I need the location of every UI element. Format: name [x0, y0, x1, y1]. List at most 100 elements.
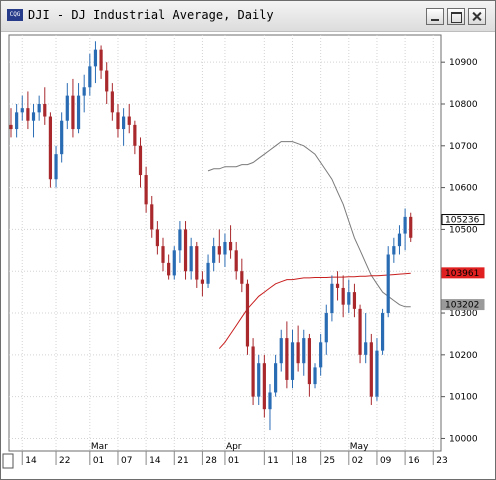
- price-tag: [441, 214, 485, 226]
- candle-body: [296, 342, 300, 364]
- candle-body: [364, 342, 368, 355]
- candle-body: [31, 112, 36, 121]
- candle-body: [257, 363, 261, 397]
- y-tick-label: 10100: [449, 393, 478, 403]
- candle-body: [105, 70, 109, 92]
- candle-body: [409, 216, 413, 238]
- candle-body: [76, 95, 81, 130]
- candle-body: [189, 246, 193, 272]
- x-tick-label: 07: [121, 456, 132, 466]
- candle-body: [206, 262, 210, 284]
- price-tag: [441, 299, 485, 311]
- candle-body: [397, 233, 402, 247]
- x-tick-label: 14: [25, 456, 37, 466]
- candle-body: [138, 145, 143, 176]
- price-tag: [441, 267, 485, 279]
- price-tag-label: 105236: [445, 216, 480, 226]
- x-tick-label: 16: [408, 456, 420, 466]
- candle-body: [335, 283, 340, 288]
- candle-body: [150, 204, 154, 230]
- candle-body: [15, 112, 19, 130]
- candle-body: [313, 367, 317, 385]
- candle-body: [279, 338, 283, 364]
- candlestick-chart[interactable]: 1090010800107001060010500104001030010200…: [1, 32, 495, 479]
- x-tick-label: 21: [177, 456, 188, 466]
- candle-body: [234, 250, 238, 272]
- x-tick-label: 14: [149, 456, 161, 466]
- y-tick-label: 10200: [449, 351, 478, 361]
- y-tick-label: 10700: [449, 142, 478, 152]
- candle-body: [71, 95, 75, 130]
- candle-body: [285, 338, 289, 380]
- candle-body: [99, 49, 103, 71]
- y-tick-label: 10500: [449, 225, 478, 235]
- candle-body: [93, 49, 98, 67]
- candle-body: [375, 350, 379, 397]
- x-tick-label: 02: [352, 456, 363, 466]
- candle-body: [319, 342, 323, 368]
- maximize-button[interactable]: [447, 8, 465, 25]
- window-title: DJI - DJ Industrial Average, Daily: [28, 8, 274, 22]
- y-tick-label: 10600: [449, 184, 478, 194]
- moving-average-fast-line: [207, 141, 411, 308]
- candle-body: [392, 246, 396, 255]
- candle-body: [251, 346, 255, 397]
- candle-body: [330, 283, 334, 314]
- candle-body: [358, 308, 362, 355]
- candle-body: [228, 241, 233, 251]
- candle-body: [155, 229, 159, 247]
- candle-body: [403, 216, 407, 234]
- candle-body: [212, 246, 216, 263]
- candle-body: [347, 292, 351, 305]
- candle-body: [122, 116, 126, 130]
- month-label: May: [350, 442, 369, 452]
- candle-body: [290, 342, 295, 380]
- close-button[interactable]: [468, 8, 486, 25]
- candle-body: [352, 292, 357, 309]
- x-tick-label: 25: [324, 456, 335, 466]
- candle-body: [262, 363, 266, 410]
- candle-body: [195, 246, 199, 280]
- candle-body: [37, 103, 41, 113]
- candle-body: [245, 283, 250, 347]
- title-bar[interactable]: CQG DJI - DJ Industrial Average, Daily: [1, 1, 495, 32]
- y-tick-label: 10900: [449, 58, 478, 68]
- candle-body: [178, 229, 182, 251]
- candle-body: [302, 338, 306, 364]
- candle-body: [217, 246, 221, 255]
- candle-body: [268, 392, 272, 410]
- y-tick-label: 10800: [449, 100, 478, 110]
- candle-body: [369, 342, 373, 397]
- x-tick-label: 22: [59, 456, 70, 466]
- y-tick-label: 10000: [449, 434, 478, 444]
- chart-app-icon[interactable]: CQG: [7, 9, 23, 21]
- time-scroll-handle[interactable]: [2, 453, 14, 469]
- x-tick-label: 23: [436, 456, 447, 466]
- moving-average-slow-line: [218, 272, 411, 349]
- candle-body: [307, 338, 311, 385]
- candle-body: [127, 116, 131, 125]
- candle-body: [88, 66, 92, 88]
- candle-body: [65, 95, 69, 121]
- candle-body: [116, 112, 120, 130]
- candle-body: [324, 313, 328, 343]
- candle-body: [200, 279, 205, 284]
- x-tick-label: 09: [380, 456, 392, 466]
- minimize-button[interactable]: [426, 8, 444, 25]
- candle-body: [144, 175, 148, 205]
- candle-body: [223, 241, 227, 255]
- candle-body: [172, 250, 176, 276]
- x-tick-label: 28: [205, 456, 217, 466]
- month-label: Mar: [91, 442, 108, 452]
- candle-body: [43, 103, 47, 117]
- candle-body: [183, 229, 188, 272]
- candle-body: [167, 262, 171, 276]
- candle-body: [110, 91, 114, 113]
- candle-body: [48, 116, 53, 180]
- candle-body: [161, 246, 165, 263]
- candle-body: [380, 313, 385, 351]
- month-label: Apr: [226, 442, 242, 452]
- price-tag-label: 103202: [445, 301, 479, 311]
- candle-body: [386, 254, 390, 314]
- candle-body: [82, 87, 86, 96]
